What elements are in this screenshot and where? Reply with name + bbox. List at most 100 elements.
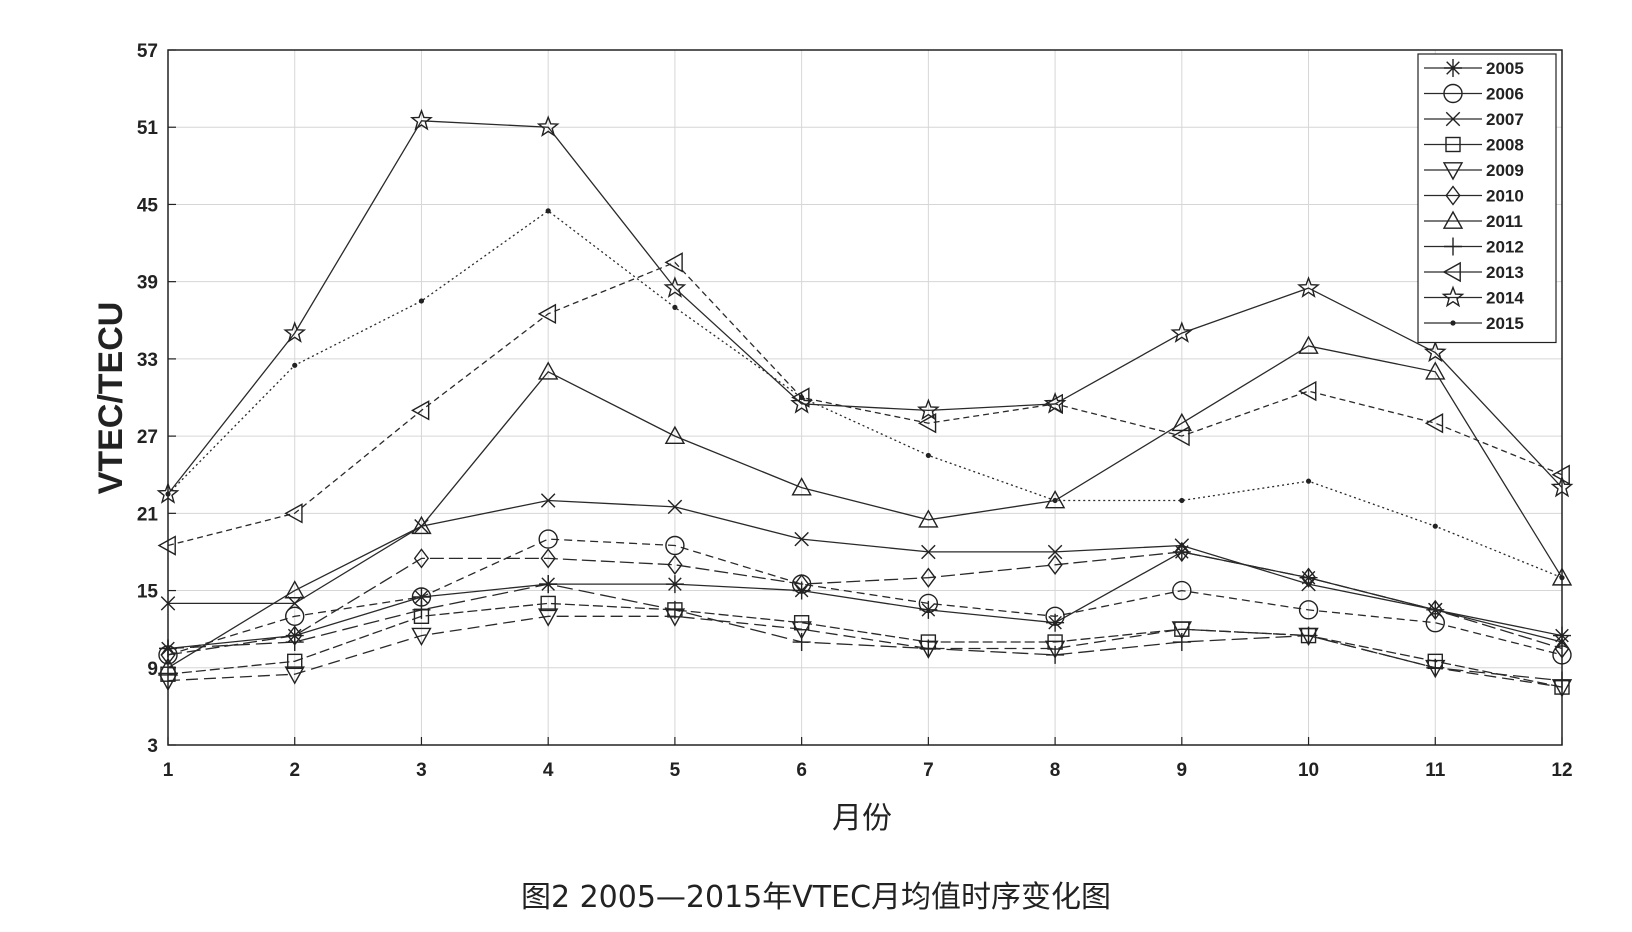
x-tick-label-0: 1 (163, 760, 174, 781)
legend-label-2008: 2008 (1486, 136, 1524, 155)
series-2015 (165, 208, 1565, 581)
point-2015-12 (1559, 575, 1565, 581)
y-tick-label-1: 9 (147, 659, 158, 680)
point-2012-9 (1172, 633, 1191, 652)
legend-item-2008: 2008 (1424, 136, 1524, 155)
point-2014-9 (1170, 321, 1194, 343)
legend-item-2005: 2005 (1424, 59, 1524, 78)
series-2012 (159, 575, 1571, 690)
series-line-2012 (167, 583, 1563, 682)
point-2013-2 (284, 503, 303, 524)
point-2015-8 (1052, 497, 1058, 504)
point-2006-7 (918, 593, 939, 614)
point-2008-4 (540, 595, 556, 612)
series-2010 (160, 541, 1570, 666)
point-2011-8 (1044, 490, 1066, 509)
series-lines (156, 108, 1574, 698)
legend-item-2015: 2015 (1424, 314, 1524, 333)
point-2013-11 (1424, 413, 1444, 434)
legend-label-2012: 2012 (1486, 238, 1524, 257)
point-2015-4 (545, 208, 551, 214)
point-2010-1 (160, 644, 176, 666)
point-2011-7 (918, 509, 939, 528)
point-2012-11 (1426, 658, 1445, 677)
point-2005-8 (1046, 613, 1065, 632)
point-2007-8 (1047, 544, 1063, 560)
point-2015-1 (165, 491, 171, 497)
y-tick-label-4: 27 (137, 427, 158, 448)
series-2011 (157, 335, 1573, 676)
legend-label-2014: 2014 (1486, 289, 1524, 308)
x-tick-label-11: 12 (1551, 760, 1572, 781)
y-tick-label-5: 33 (137, 350, 158, 371)
point-2015-3 (418, 298, 425, 304)
x-tick-label-2: 3 (416, 760, 427, 781)
point-2006-11 (1425, 613, 1445, 633)
point-2009-4 (537, 608, 559, 627)
point-2010-7 (920, 567, 936, 588)
series-line-2014 (167, 120, 1563, 495)
point-2006-2 (285, 606, 305, 626)
point-2011-12 (1551, 567, 1573, 586)
y-tick-label-0: 3 (147, 736, 158, 757)
point-2015-5 (672, 304, 678, 311)
legend-item-2006: 2006 (1424, 83, 1524, 104)
point-2013-10 (1298, 380, 1317, 402)
legend-label-2006: 2006 (1486, 85, 1524, 104)
point-2014-8 (1043, 391, 1067, 414)
point-2011-5 (664, 425, 686, 445)
point-2008-2 (287, 653, 303, 670)
point-2006-9 (1172, 580, 1192, 601)
point-2014-12 (1550, 475, 1574, 498)
point-2007-6 (794, 531, 809, 547)
point-2005-5 (665, 575, 684, 594)
point-2005-6 (792, 581, 811, 600)
chart-background (0, 0, 1632, 860)
legend-marker-2014 (1441, 285, 1465, 308)
x-tick-label-9: 10 (1298, 760, 1319, 781)
point-2014-1 (156, 482, 180, 504)
legend-label-2015: 2015 (1486, 314, 1524, 333)
point-2011-11 (1425, 361, 1446, 380)
figure-caption: 图2 2005—2015年VTEC月均值时序变化图 (520, 880, 1112, 915)
point-2012-5 (665, 600, 684, 619)
legend-marker-2009 (1442, 162, 1464, 181)
point-2006-10 (1298, 600, 1319, 620)
point-2006-12 (1552, 645, 1572, 665)
point-2010-11 (1427, 599, 1443, 621)
point-2010-9 (1174, 541, 1190, 563)
y-tick-label-8: 51 (137, 118, 159, 139)
point-2013-9 (1171, 425, 1190, 447)
legend-marker-2011 (1442, 210, 1464, 229)
point-2015-2 (292, 362, 298, 368)
point-2011-2 (284, 580, 305, 599)
point-2011-4 (537, 361, 559, 380)
point-2007-4 (540, 493, 556, 508)
point-2007-1 (160, 596, 176, 611)
x-tick-label-1: 2 (289, 760, 300, 781)
point-2012-6 (792, 633, 811, 652)
x-tick-label-6: 7 (923, 760, 934, 781)
point-2014-5 (663, 276, 687, 298)
legend-box (1417, 53, 1557, 344)
legend-label-2010: 2010 (1486, 187, 1524, 206)
x-axis-title: 月份 (832, 801, 892, 836)
point-2010-12 (1554, 638, 1570, 659)
x-tick-label-7: 8 (1050, 760, 1061, 781)
point-2012-3 (412, 600, 431, 619)
legend-marker-2015 (1450, 320, 1456, 326)
legend-label-2013: 2013 (1486, 263, 1524, 282)
point-2009-9 (1171, 621, 1193, 640)
legend-label-2005: 2005 (1486, 59, 1524, 78)
series-line-2011 (167, 345, 1563, 669)
y-axis-title: VTEC/TECU (92, 302, 130, 495)
legend-marker-2006 (1443, 83, 1463, 104)
legend-marker-2005 (1444, 59, 1462, 77)
y-tick-label-2: 15 (137, 582, 159, 603)
series-2014 (156, 108, 1574, 504)
point-2013-7 (917, 413, 937, 434)
point-2009-3 (411, 627, 432, 647)
point-2012-2 (285, 633, 304, 652)
point-2007-7 (921, 544, 936, 560)
